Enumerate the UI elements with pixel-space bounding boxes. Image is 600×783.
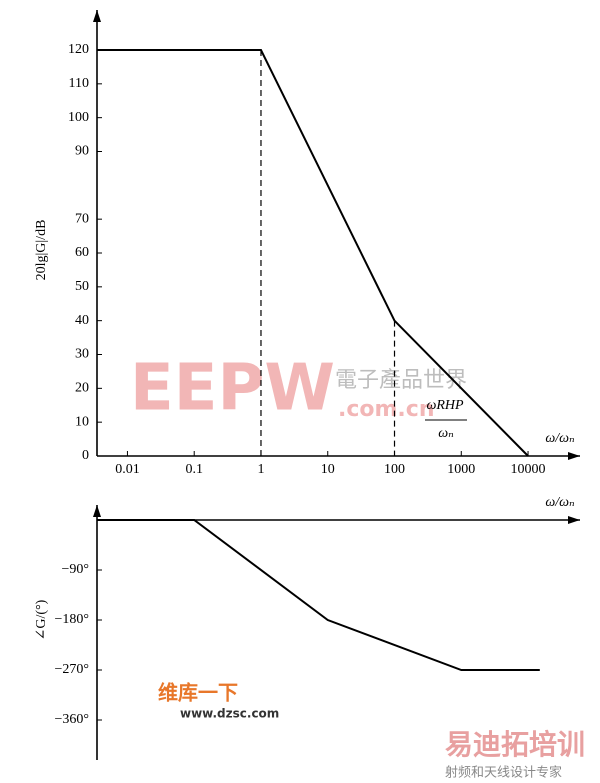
y-tick-label: 40 bbox=[75, 313, 89, 328]
x-axis-label: ω/ωₙ bbox=[545, 431, 575, 446]
x-tick-label: 100 bbox=[384, 462, 405, 477]
watermark: 射频和天线设计专家 bbox=[445, 765, 562, 781]
y-tick-label: −90° bbox=[62, 562, 90, 577]
data-line bbox=[97, 49, 529, 457]
y-axis-arrow bbox=[93, 505, 101, 517]
annotation-numerator: ωRHP bbox=[426, 398, 464, 413]
y-tick-label: 120 bbox=[68, 42, 89, 57]
y-axis-label: ∠G/(°) bbox=[34, 599, 49, 640]
watermark: 易迪拓培训 bbox=[445, 728, 585, 761]
y-tick-label: 100 bbox=[68, 110, 89, 125]
annotation-denominator: ωₙ bbox=[438, 426, 454, 441]
x-tick-label: 10 bbox=[321, 462, 335, 477]
y-tick-label: −360° bbox=[55, 712, 90, 727]
watermark: .com.cn bbox=[338, 397, 435, 422]
x-tick-label: 0.1 bbox=[185, 462, 203, 477]
y-axis-label: 20lg|G|/dB bbox=[34, 220, 49, 281]
x-tick-label: 0.01 bbox=[115, 462, 140, 477]
y-tick-label: 50 bbox=[75, 279, 89, 294]
y-tick-label: 0 bbox=[82, 448, 89, 463]
y-tick-label: 20 bbox=[75, 381, 89, 396]
y-axis-arrow bbox=[93, 10, 101, 22]
data-line bbox=[97, 519, 540, 671]
x-tick-label: 10000 bbox=[511, 462, 546, 477]
y-tick-label: 110 bbox=[69, 76, 89, 91]
y-tick-label: −270° bbox=[55, 662, 90, 677]
x-tick-label: 1000 bbox=[447, 462, 475, 477]
watermark: www.dzsc.com bbox=[180, 707, 279, 721]
y-tick-label: 30 bbox=[75, 347, 89, 362]
y-tick-label: 10 bbox=[75, 414, 89, 429]
watermark: 電子產品世界 bbox=[335, 368, 467, 393]
watermark: 维库一下 bbox=[158, 681, 238, 705]
y-tick-label: 60 bbox=[75, 245, 89, 260]
watermark: EEPW bbox=[130, 352, 335, 426]
x-axis-arrow bbox=[568, 516, 580, 524]
x-tick-label: 1 bbox=[257, 462, 264, 477]
y-tick-label: 70 bbox=[75, 211, 89, 226]
x-axis-label: ω/ωₙ bbox=[545, 495, 575, 510]
y-tick-label: −180° bbox=[55, 612, 90, 627]
x-axis-arrow bbox=[568, 452, 580, 460]
y-tick-label: 90 bbox=[75, 144, 89, 159]
